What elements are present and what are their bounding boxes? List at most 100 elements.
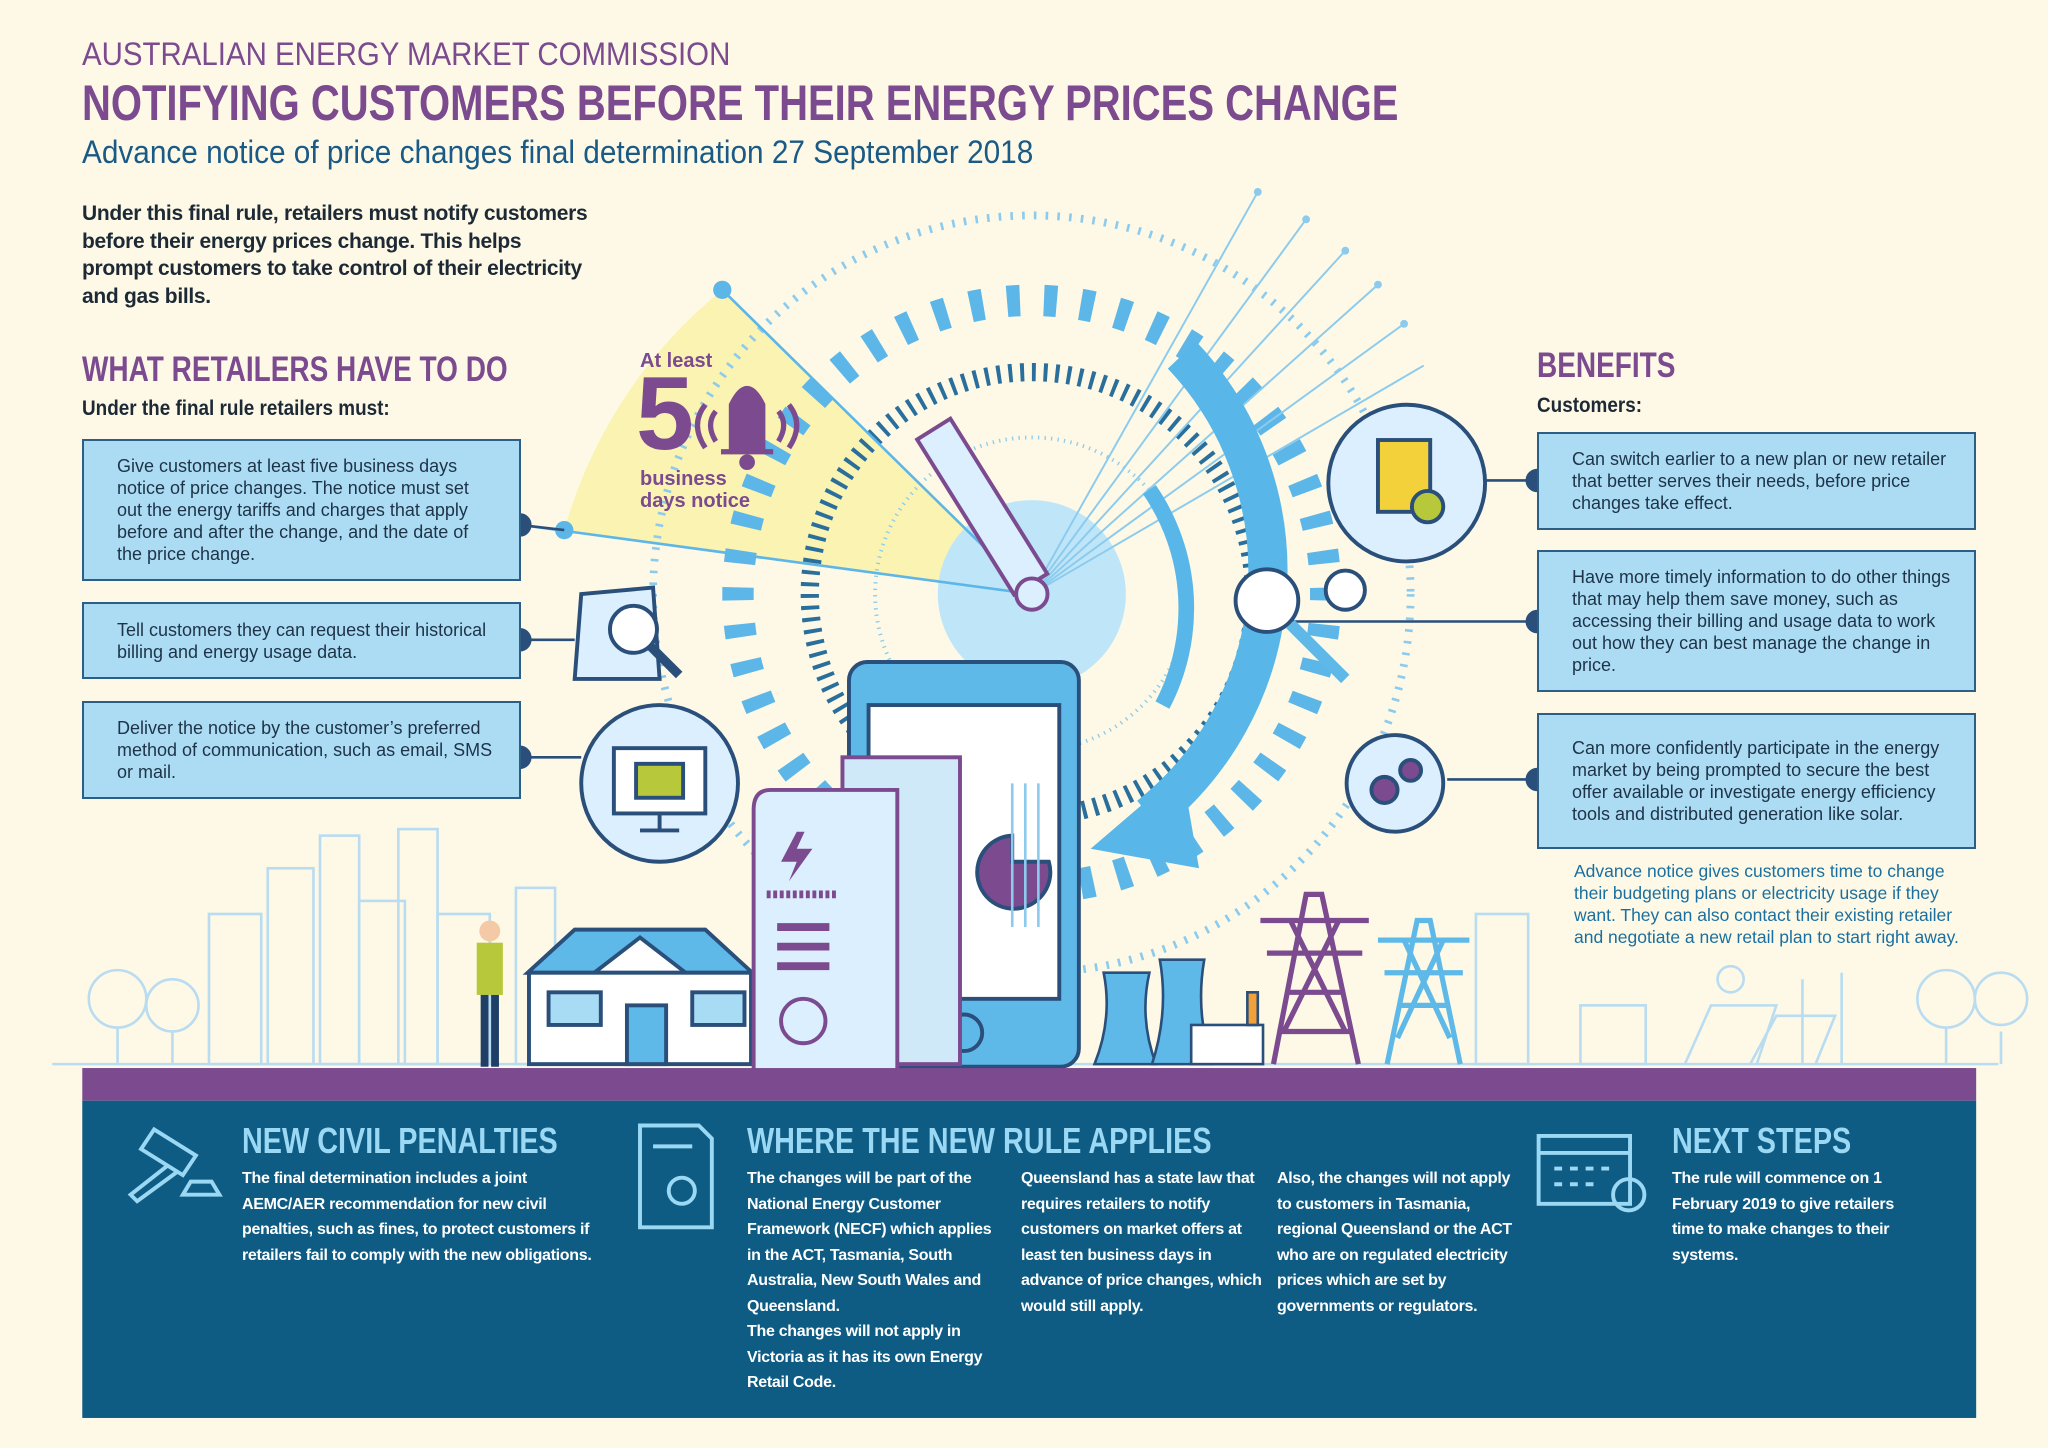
skyline-part <box>1916 968 1977 1029</box>
sunburst-part-part <box>1031 250 1347 595</box>
skyline-part <box>1973 971 2029 1027</box>
sunburst-part <box>564 289 1032 595</box>
band-icons <box>127 1123 1647 1230</box>
phone-part <box>975 833 1053 911</box>
skyline-part <box>87 968 148 1029</box>
band-icons-part <box>638 1123 714 1230</box>
notice-prefix: At least <box>640 350 713 372</box>
band-icons-part <box>1611 1177 1647 1213</box>
skyline-part <box>144 977 200 1033</box>
skyline-part <box>266 866 315 1066</box>
skyline-part <box>318 834 361 1066</box>
intro: Under this final rule, retailers must no… <box>82 202 588 308</box>
organization: AUSTRALIAN ENERGY MARKET COMMISSION <box>82 36 731 72</box>
topic-icons-part <box>647 643 683 679</box>
sunburst-part-part <box>1400 319 1408 328</box>
skyline-part <box>1579 1004 1648 1066</box>
retailer-item: Give customers at least five business da… <box>82 439 521 581</box>
band-text: Queensland has a state law that requires… <box>1021 1170 1262 1315</box>
sunburst-part-part <box>1341 246 1350 255</box>
sunburst-part <box>1090 770 1200 869</box>
pylons-part <box>1377 917 1470 1065</box>
topic-icons-part <box>1323 568 1367 612</box>
section-heading: WHAT RETAILERS HAVE TO DO <box>82 350 508 389</box>
sunburst-part <box>713 280 732 300</box>
sunburst-part <box>1030 191 1425 595</box>
receipts-part <box>779 996 828 1046</box>
power-plant-part <box>1189 1023 1265 1066</box>
bell-icon <box>694 385 800 471</box>
receipts-part <box>766 890 836 971</box>
band-text: The rule will commence on 1 February 201… <box>1672 1170 1894 1264</box>
retailer-item: Tell customers they can request their hi… <box>82 602 521 679</box>
sunburst-part <box>519 523 1033 596</box>
title: NOTIFYING CUSTOMERS BEFORE THEIR ENERGY … <box>82 75 1399 131</box>
sunburst-part-part <box>1031 323 1405 595</box>
benefit-item: Have more timely information to do other… <box>1537 550 1976 692</box>
sunburst-part-part <box>1030 191 1259 595</box>
bell-icon-part <box>694 403 800 450</box>
sunburst <box>519 188 1425 977</box>
benefit-item: Can switch earlier to a new plan or new … <box>1537 432 1976 530</box>
pylons-part <box>1260 891 1369 1065</box>
bell-icon-part <box>728 385 766 454</box>
house-part <box>690 990 747 1027</box>
notice-suffix: business days notice <box>640 468 751 512</box>
section-lead: Under the final rule retailers must: <box>82 397 390 420</box>
topic-icons-part <box>1409 488 1446 525</box>
sunburst-part-part <box>1374 280 1382 289</box>
band-heading: WHERE THE NEW RULE APPLIES <box>747 1120 1212 1161</box>
purple-stripe <box>82 1068 1977 1101</box>
topic-icons <box>572 402 1488 864</box>
band-column: Also, the changes will not apply to cust… <box>1277 1166 1522 1319</box>
receipts-part <box>781 831 813 882</box>
band-text: The changes will be part of the National… <box>747 1170 992 1315</box>
topic-icons-part <box>1286 619 1350 684</box>
subtitle: Advance notice of price changes final de… <box>82 134 1034 170</box>
house-part <box>624 1003 669 1067</box>
band-icons-part <box>1536 1133 1632 1206</box>
band-heading: NEW CIVIL PENALTIES <box>242 1120 558 1161</box>
sunburst-part-part <box>1031 218 1307 595</box>
sunburst-part <box>722 284 1342 904</box>
person-part <box>479 920 501 942</box>
band-column: Queensland has a state law that requires… <box>1021 1166 1266 1319</box>
band-text: Also, the changes will not apply to cust… <box>1277 1170 1512 1315</box>
topic-icons-part <box>1398 757 1424 783</box>
benefit-item: Can more confidently participate in the … <box>1537 713 1976 849</box>
receipts <box>704 755 962 1099</box>
sunburst-part-part <box>1031 364 1425 595</box>
notice-days: 5 <box>636 356 694 472</box>
topic-icons-part <box>1369 774 1400 805</box>
band-column: The changes will be part of the National… <box>747 1166 1009 1396</box>
band-text: The final determination includes a joint… <box>242 1170 592 1264</box>
person <box>476 920 503 1067</box>
benefit-note: Advance notice gives customers time to c… <box>1574 861 1959 947</box>
skyline-part <box>207 912 263 1066</box>
power-plant-part <box>1246 991 1260 1027</box>
sunburst-part <box>1014 576 1050 612</box>
topic-icons-part <box>1233 567 1301 634</box>
house-part <box>546 990 603 1027</box>
sunburst-part-part <box>1302 215 1311 224</box>
topic-icons-part <box>607 603 659 655</box>
person-part <box>476 942 503 995</box>
sunburst-part <box>1253 188 1408 328</box>
section-lead: Customers: <box>1537 394 1643 417</box>
band-icons-part <box>127 1126 223 1204</box>
retailer-item: Deliver the notice by the customer’s pre… <box>82 701 521 799</box>
band-text: The changes will not apply in Victoria a… <box>747 1323 983 1391</box>
person-part <box>480 994 489 1067</box>
phone-part <box>1010 783 1040 928</box>
skyline-part <box>1474 912 1530 1066</box>
power-plant-part <box>1092 971 1158 1066</box>
sunburst-part <box>1142 485 1195 709</box>
skyline-part <box>1683 1004 1838 1065</box>
sunburst-part-part <box>1253 188 1262 196</box>
section-heading: BENEFITS <box>1537 346 1676 385</box>
pylons <box>1260 891 1470 1065</box>
band-heading: NEXT STEPS <box>1672 1120 1852 1161</box>
